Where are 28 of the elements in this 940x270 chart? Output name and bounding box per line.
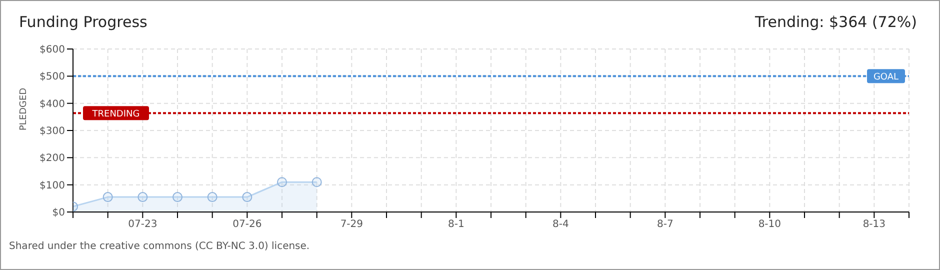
y-tick-label: $100 [40, 180, 65, 192]
x-tick-label: 8-10 [758, 219, 782, 230]
y-tick-label: $0 [52, 208, 65, 219]
x-tick-label: 8-7 [656, 219, 674, 230]
y-tick-label: $300 [40, 126, 65, 138]
y-tick-label: $200 [40, 153, 65, 164]
ref-line-label: GOAL [873, 72, 899, 83]
x-tick-label: 7-29 [340, 219, 364, 230]
y-tick-label: $400 [40, 98, 65, 110]
y-axis-title: PLEDGED [19, 88, 30, 130]
x-tick-label: 8-13 [862, 219, 886, 230]
y-tick-label: $500 [40, 72, 65, 83]
x-tick-label: 8-1 [448, 219, 464, 230]
text: Trending: $364 (72%) [754, 13, 917, 31]
point [207, 192, 218, 202]
point [172, 192, 182, 202]
point [102, 192, 113, 202]
text: Shared under the creative commons (CC BY-NC 3.0) license. [9, 241, 310, 252]
point [242, 192, 252, 202]
x-tick-label: 07-26 [232, 219, 262, 230]
x-tick-label: 8-4 [552, 219, 569, 230]
ref-line-label: TRENDING [91, 110, 140, 120]
y-tick-label: $600 [40, 44, 65, 56]
point [277, 177, 287, 188]
point [312, 177, 322, 188]
x-tick-label: 07-23 [128, 219, 158, 230]
point [138, 192, 148, 202]
chart-title: Funding Progress [19, 13, 148, 31]
